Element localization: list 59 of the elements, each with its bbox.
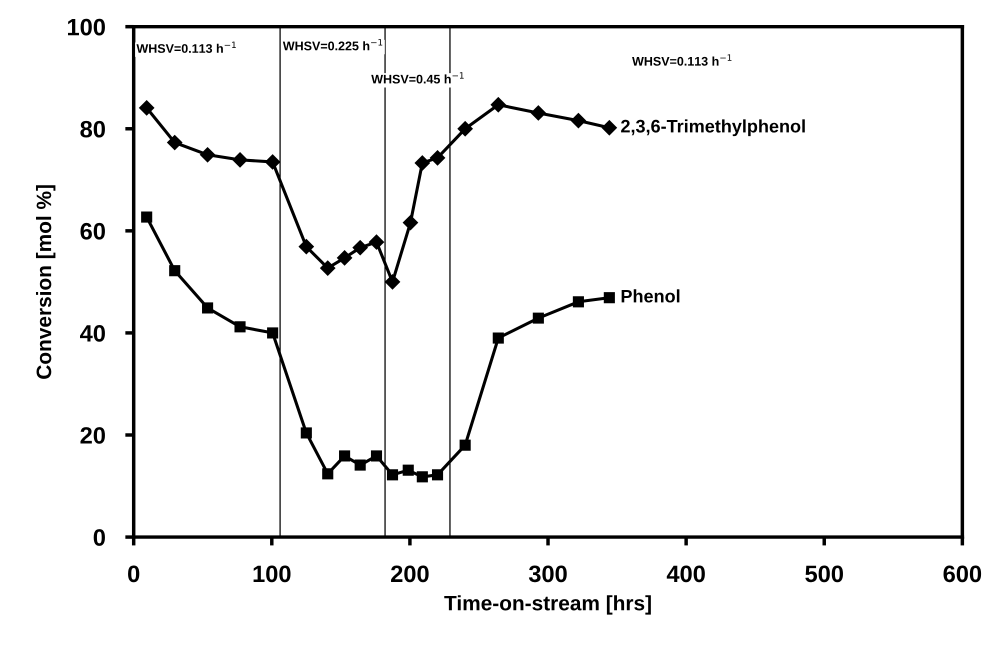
point: [460, 440, 471, 451]
point: [322, 468, 334, 480]
y-tick-label: 20: [80, 427, 105, 444]
x-axis-title: Time-on-stream [hrs]: [444, 595, 651, 615]
point: [234, 321, 246, 332]
point: [202, 302, 214, 314]
x-tick-label: 400: [666, 565, 705, 582]
point: [368, 234, 384, 250]
y-axis-title: Conversion [mol %]: [36, 185, 56, 379]
point: [402, 464, 414, 476]
y-tick-label: 0: [94, 529, 105, 546]
point: [265, 154, 280, 170]
point: [414, 155, 430, 171]
x-tick-label: 0: [128, 565, 140, 582]
x-tick-label: 600: [944, 565, 982, 582]
point: [232, 152, 248, 168]
point: [430, 150, 446, 166]
point: [337, 250, 352, 266]
point: [458, 121, 473, 136]
point: [167, 134, 182, 150]
point: [354, 460, 366, 471]
point: [416, 471, 428, 482]
point: [139, 100, 154, 116]
annotation: WHSV=0.113 h$^{−1}$: [136, 42, 236, 53]
y-tick-label: 40: [80, 324, 105, 342]
point: [386, 469, 398, 480]
point: [339, 450, 350, 462]
point: [320, 260, 336, 276]
x-tick-label: 300: [528, 565, 567, 582]
point: [532, 312, 544, 324]
series-label: 2,3,6-Trimethylphenol: [621, 119, 805, 136]
point: [572, 296, 584, 308]
annotation: WHSV=0.45 h$^{−1}$: [371, 72, 464, 84]
x-tick-label: 200: [391, 565, 429, 582]
point: [492, 332, 504, 344]
point: [352, 240, 368, 256]
series-label: Phenol: [622, 289, 680, 303]
point: [384, 274, 400, 290]
point: [402, 215, 418, 230]
point: [602, 120, 617, 136]
y-tick-label: 60: [80, 222, 105, 240]
point: [490, 97, 506, 112]
point: [530, 105, 546, 121]
y-tick-label: 80: [80, 120, 105, 138]
y-tick-label: 100: [68, 18, 105, 36]
point: [604, 292, 615, 304]
x-tick-label: 100: [254, 565, 291, 582]
point: [300, 427, 312, 439]
annotation: WHSV=0.113 h$^{−1}$: [632, 54, 732, 66]
point: [298, 239, 314, 254]
x-tick-label: 500: [805, 565, 843, 582]
point: [570, 113, 586, 128]
annotation: WHSV=0.225 h$^{−1}$: [282, 39, 382, 50]
point: [432, 469, 444, 480]
point: [267, 327, 278, 338]
point: [141, 212, 152, 223]
point: [200, 147, 216, 162]
point: [169, 265, 180, 276]
point: [370, 450, 382, 462]
